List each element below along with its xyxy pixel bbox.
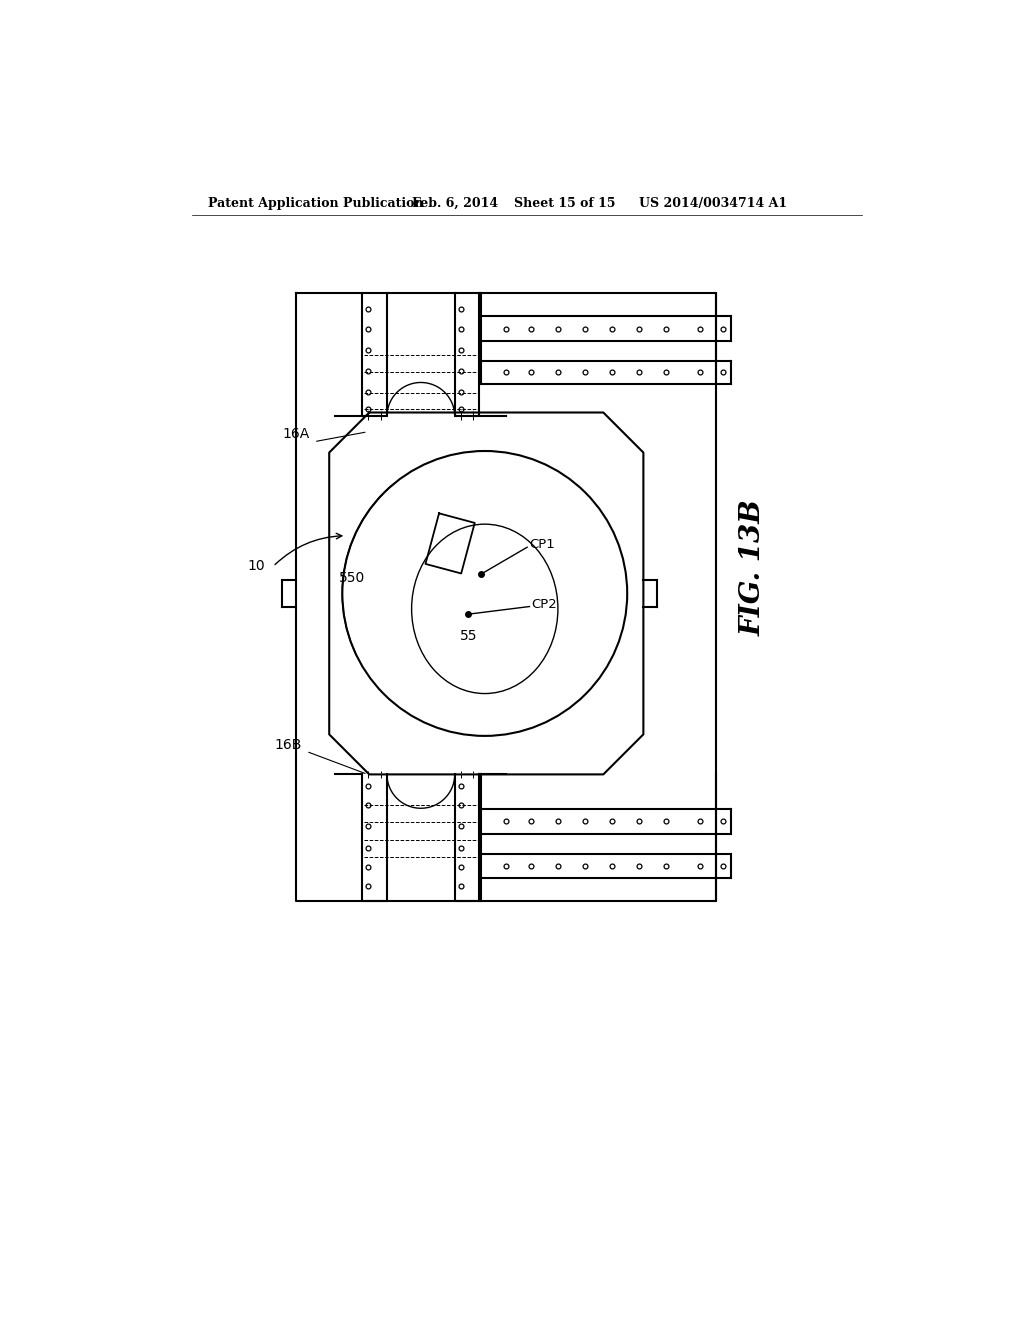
Text: CP2: CP2 <box>531 598 557 611</box>
Text: 550: 550 <box>339 572 365 585</box>
Text: 16A: 16A <box>282 428 309 441</box>
Text: 10: 10 <box>248 560 265 573</box>
Text: US 2014/0034714 A1: US 2014/0034714 A1 <box>639 197 786 210</box>
Text: 16B: 16B <box>274 738 301 752</box>
Text: 55: 55 <box>460 628 477 643</box>
Text: Patent Application Publication: Patent Application Publication <box>208 197 423 210</box>
Text: Sheet 15 of 15: Sheet 15 of 15 <box>514 197 615 210</box>
Text: CP1: CP1 <box>529 539 555 552</box>
Text: FIG. 13B: FIG. 13B <box>739 499 766 636</box>
Text: Feb. 6, 2014: Feb. 6, 2014 <box>412 197 498 210</box>
